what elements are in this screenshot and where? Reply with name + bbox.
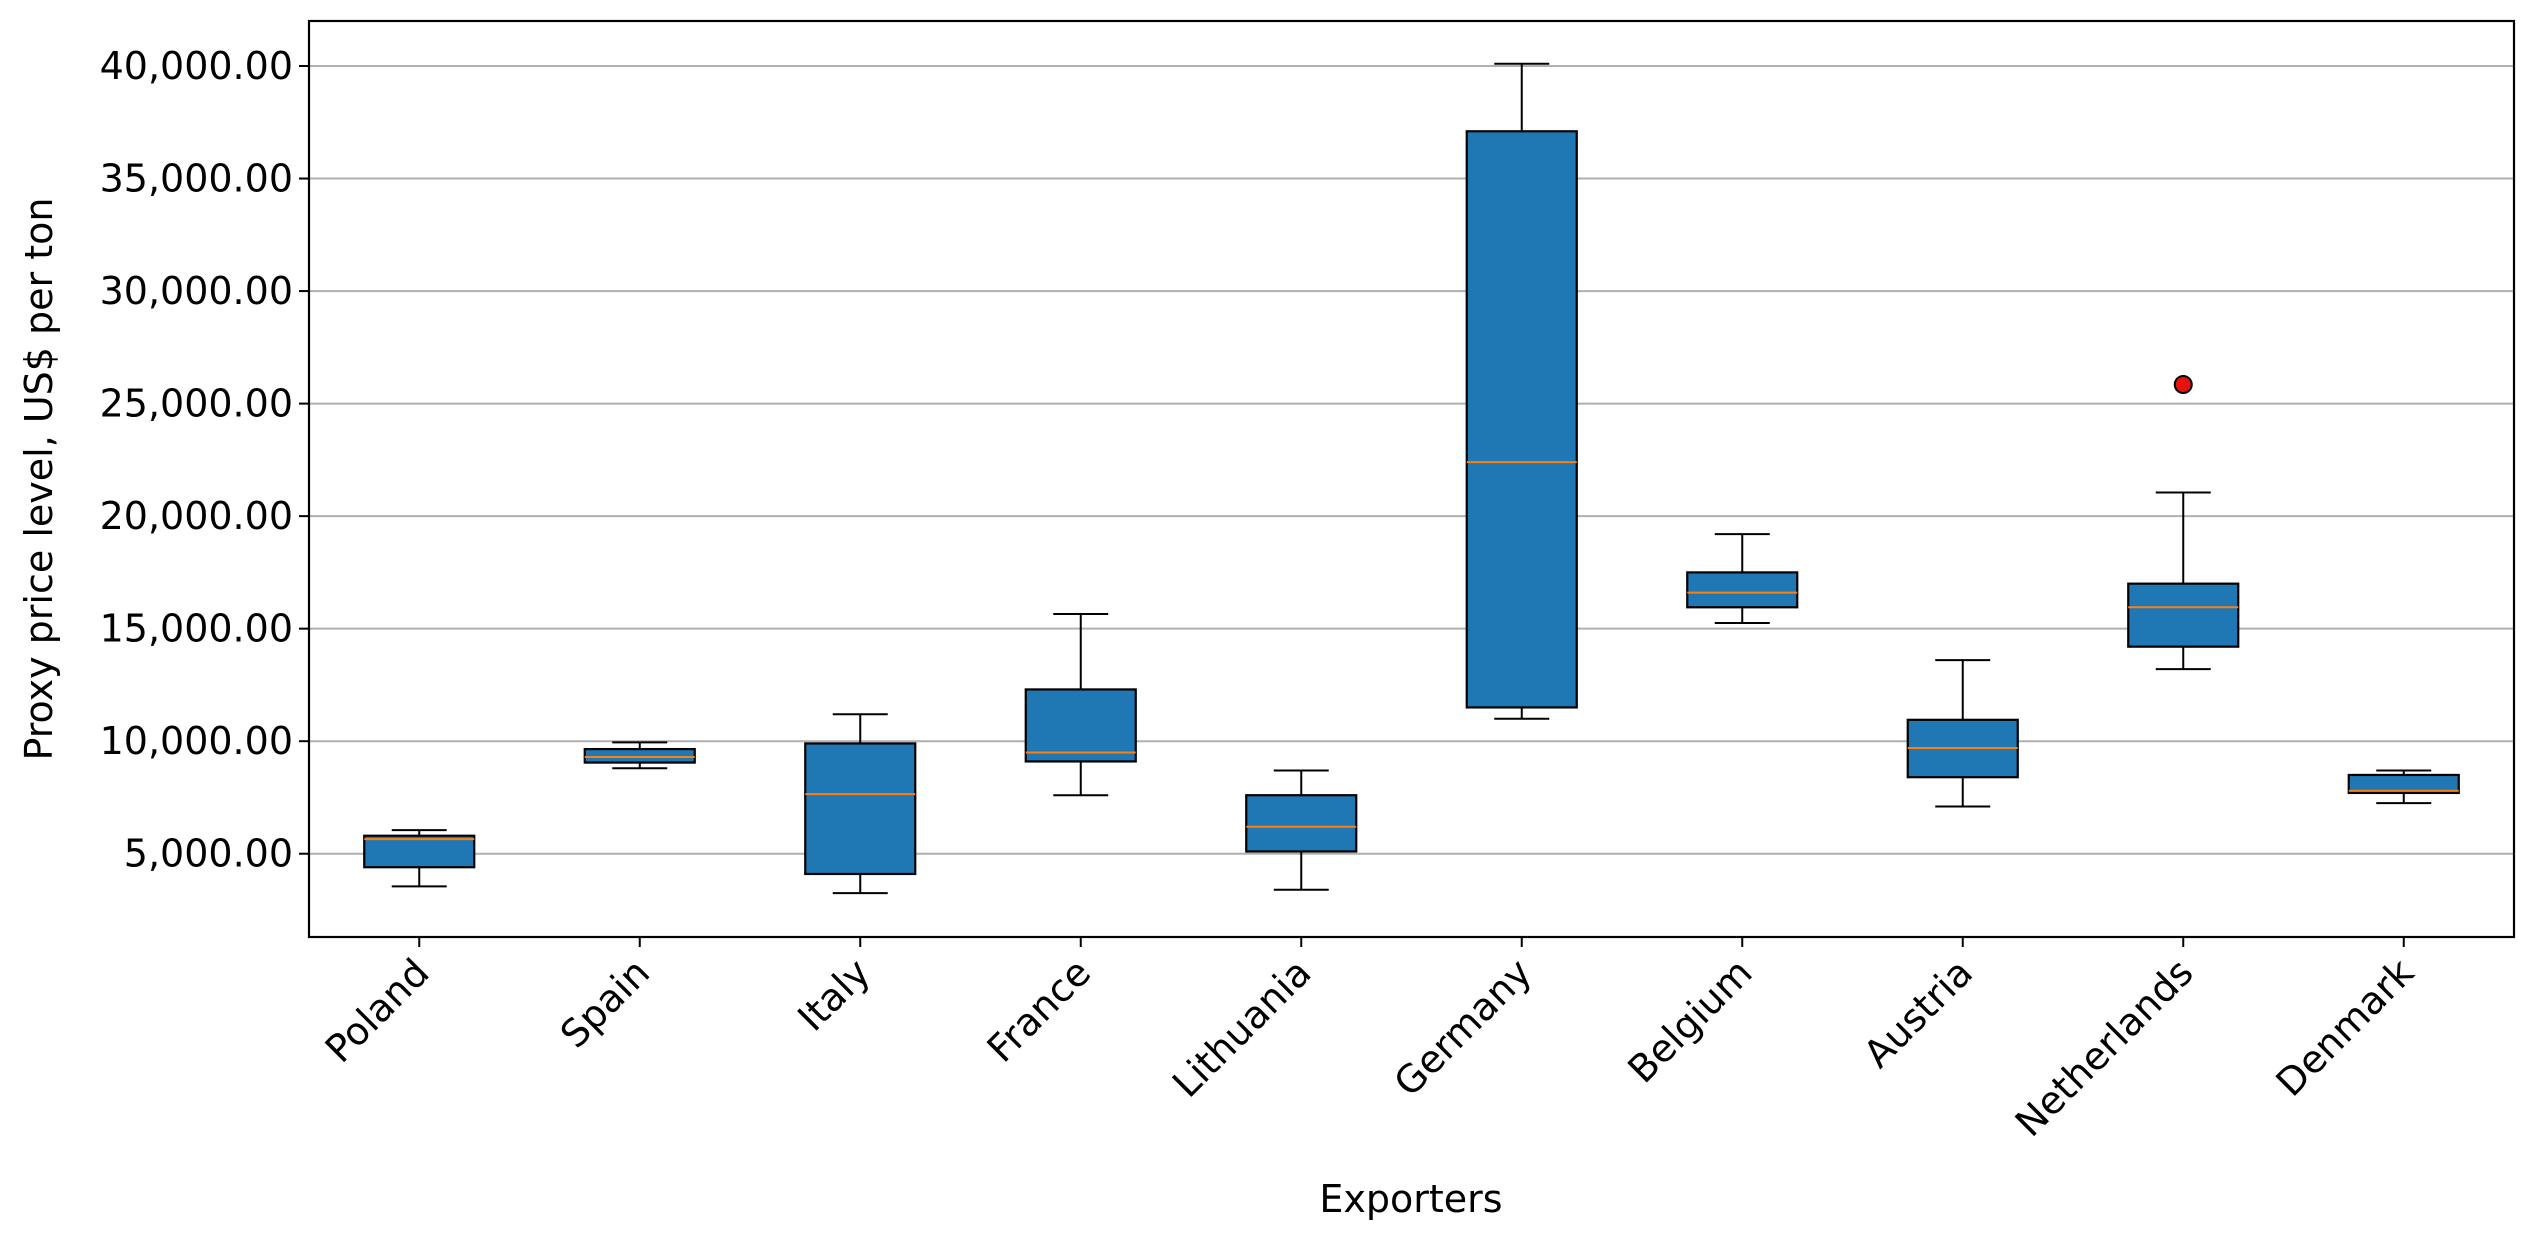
iqr-box — [583, 747, 696, 764]
y-axis-label: Proxy price level, US$ per ton — [17, 198, 61, 761]
x-axis-ticks: Poland Spain Italy France Lithuania Germany Be… — [317, 937, 2422, 1145]
iqr-box — [1245, 794, 1358, 853]
x-tick-label-spain: Spain — [552, 950, 658, 1056]
iqr-box — [2127, 582, 2240, 648]
iqr-box — [1024, 688, 1137, 763]
y-tick-label: 30,000.00 — [100, 269, 293, 313]
box-austria — [1906, 659, 2019, 808]
outlier-point — [2173, 374, 2193, 394]
y-tick-label: 35,000.00 — [100, 157, 293, 201]
x-tick-label-france: France — [979, 950, 1099, 1070]
y-axis-ticks: 5,000.00 10,000.00 15,000.00 20,000.00 25,00… — [100, 44, 309, 876]
y-tick-label: 25,000.00 — [100, 382, 293, 426]
boxes — [363, 62, 2460, 895]
iqr-box — [363, 834, 476, 869]
iqr-box — [1686, 571, 1799, 609]
x-tick-label-italy: Italy — [789, 950, 878, 1039]
box-spain — [583, 741, 696, 770]
iqr-box — [1465, 130, 1578, 709]
y-tick-label: 5,000.00 — [124, 832, 293, 876]
y-tick-label: 20,000.00 — [100, 494, 293, 538]
box-lithuania — [1245, 769, 1358, 891]
box-poland — [363, 829, 476, 888]
x-tick-label-belgium: Belgium — [1619, 950, 1760, 1091]
x-axis-label: Exporters — [1319, 1177, 1502, 1221]
gridlines — [309, 65, 2514, 855]
box-italy — [804, 713, 917, 895]
box-france — [1024, 613, 1137, 797]
x-tick-label-austria: Austria — [1855, 950, 1981, 1076]
x-tick-label-denmark: Denmark — [2268, 950, 2423, 1105]
x-tick-label-netherlands: Netherlands — [2007, 950, 2202, 1145]
iqr-box — [804, 742, 917, 876]
x-tick-label-germany: Germany — [1386, 950, 1541, 1105]
box-belgium — [1686, 533, 1799, 625]
box-denmark — [2347, 769, 2460, 805]
x-tick-label-lithuania: Lithuania — [1164, 950, 1320, 1106]
box-germany — [1465, 62, 1578, 720]
plot-area-frame — [307, 19, 2516, 939]
y-tick-label: 10,000.00 — [100, 719, 293, 763]
x-tick-label-poland: Poland — [317, 950, 438, 1071]
y-tick-label: 15,000.00 — [100, 607, 293, 651]
iqr-box — [2347, 773, 2460, 795]
box-netherlands — [2127, 374, 2240, 671]
y-tick-label: 40,000.00 — [100, 44, 293, 88]
